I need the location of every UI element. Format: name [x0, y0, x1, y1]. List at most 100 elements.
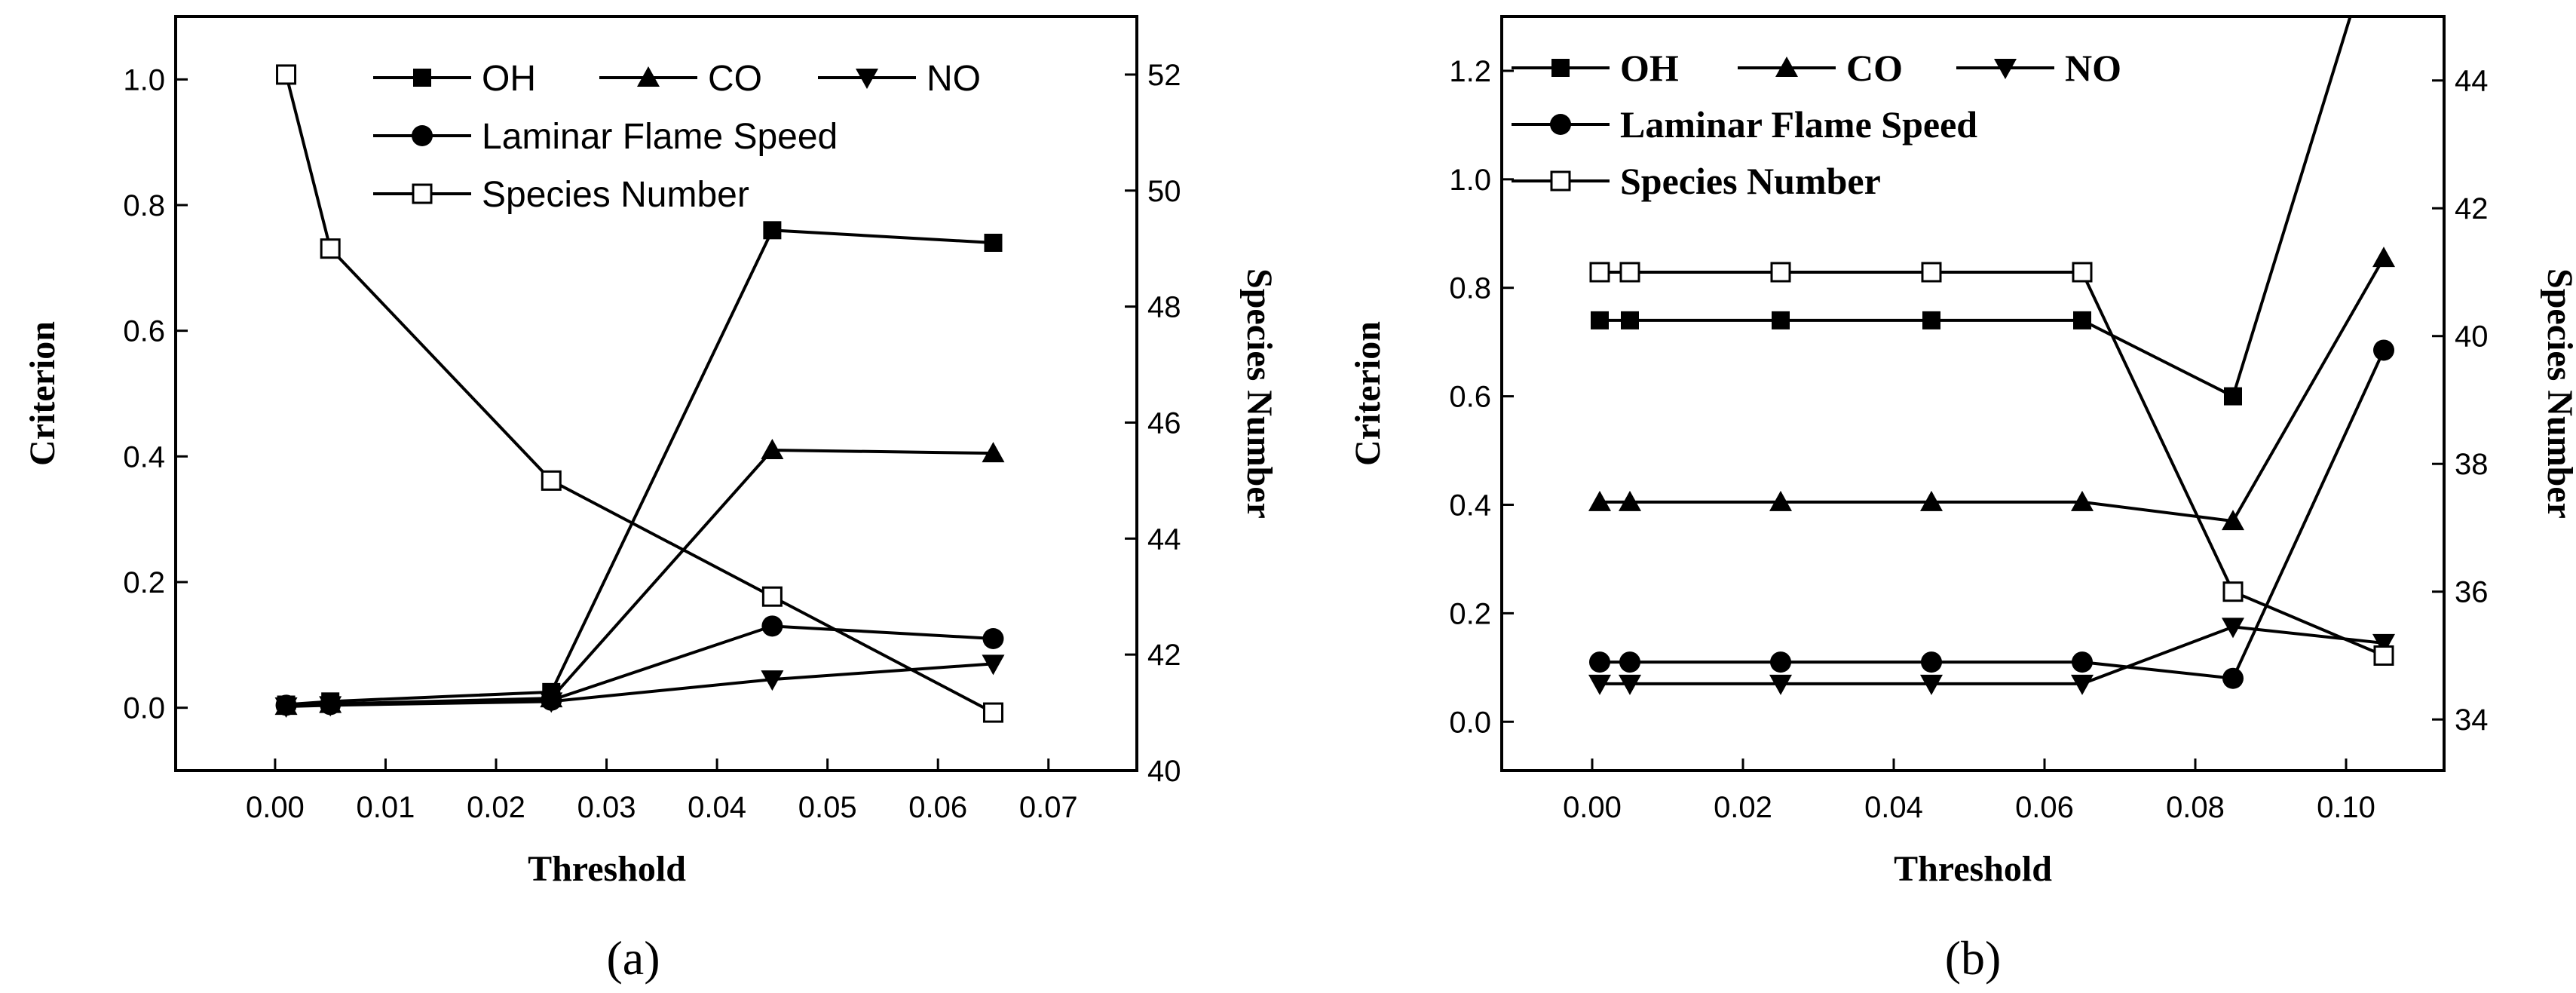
- plot-frame-a: [174, 15, 1138, 772]
- y2-tick-label: 52: [1147, 59, 1181, 92]
- data-point-species-number: [2072, 262, 2093, 283]
- legend-label-co: CO: [708, 59, 762, 99]
- y-tick-label: 1.0: [123, 63, 165, 97]
- data-point-oh: [1591, 311, 1609, 329]
- y2-tick-label: 44: [2455, 65, 2489, 98]
- x-tick-label: 0.02: [467, 791, 525, 824]
- data-point-species-number: [1589, 262, 1610, 283]
- y-axis-label-a: Criterion: [23, 321, 63, 466]
- y-tick-label: 1.2: [1449, 55, 1491, 88]
- x-tick-label: 0.07: [1019, 791, 1078, 824]
- legend-a: OH CO NO Laminar Flame Speed Species Number: [373, 59, 981, 215]
- y-tick-label: 0.0: [123, 692, 165, 725]
- data-point-laminar-flame-speed: [320, 694, 342, 716]
- data-point-co: [1619, 490, 1641, 511]
- data-point-no: [1920, 674, 1943, 695]
- legend-b: OH CO NO Laminar Flame Speed Species Number: [1512, 47, 2121, 202]
- x-tick-label: 0.08: [2166, 791, 2225, 824]
- y2-tick-label: 36: [2455, 576, 2489, 609]
- y-axis-label-b: Criterion: [1348, 321, 1388, 466]
- data-point-oh: [984, 234, 1003, 252]
- legend-marker-no: [856, 69, 878, 89]
- legend-label-no: NO: [927, 59, 981, 99]
- y2-axis-label-b: Species Number: [2540, 268, 2576, 519]
- legend-label-species-number: Species Number: [1620, 160, 1881, 202]
- x-axis-label-b: Threshold: [1894, 849, 2052, 889]
- plot-frame-b: [1500, 15, 2446, 772]
- x-tick-label: 0.00: [246, 791, 305, 824]
- y2-tick-label: 44: [1147, 523, 1181, 556]
- x-tick-label: 0.02: [1714, 791, 1772, 824]
- legend-label-laminar-flame-speed: Laminar Flame Speed: [1620, 103, 1977, 146]
- data-point-species-number: [320, 238, 341, 259]
- data-point-laminar-flame-speed: [2373, 339, 2394, 361]
- y-tick-label: 0.0: [1449, 706, 1491, 739]
- data-point-no: [761, 670, 784, 691]
- data-point-co: [761, 439, 784, 459]
- x-tick-label: 0.06: [908, 791, 967, 824]
- x-tick-label: 0.00: [1563, 791, 1622, 824]
- legend-label-co: CO: [1846, 47, 1903, 89]
- caption-b: (b): [1945, 931, 2002, 985]
- y-tick-label: 0.8: [1449, 272, 1491, 305]
- data-point-no: [2222, 618, 2244, 639]
- data-point-species-number: [276, 64, 297, 85]
- data-point-oh: [1922, 311, 1940, 329]
- legend-label-oh: OH: [1620, 47, 1679, 89]
- y2-tick-label: 48: [1147, 291, 1181, 324]
- legend-label-oh: OH: [482, 59, 536, 99]
- y-tick-label: 0.4: [123, 440, 165, 474]
- y-tick-label: 0.2: [123, 566, 165, 599]
- data-point-co: [1588, 490, 1611, 511]
- y-tick-label: 0.4: [1449, 489, 1491, 522]
- data-point-co: [1769, 490, 1792, 511]
- y-tick-label: 0.8: [123, 189, 165, 222]
- y2-tick-label: 42: [1147, 639, 1181, 672]
- x-tick-label: 0.10: [2317, 791, 2375, 824]
- legend-label-species-number: Species Number: [482, 175, 749, 215]
- y2-tick-label: 42: [2455, 192, 2489, 225]
- data-point-co: [2222, 510, 2244, 531]
- legend-marker-species-number: [1550, 170, 1571, 192]
- caption-a: (a): [606, 931, 660, 985]
- data-point-laminar-flame-speed: [541, 689, 562, 711]
- data-point-no: [1588, 674, 1611, 695]
- data-point-oh: [2073, 311, 2091, 329]
- data-point-species-number: [1770, 262, 1791, 283]
- data-point-co: [2071, 490, 2094, 511]
- x-tick-label: 0.04: [688, 791, 746, 824]
- data-point-species-number: [2373, 645, 2394, 666]
- legend-marker-oh: [413, 69, 431, 87]
- y2-tick-label: 40: [1147, 755, 1181, 788]
- data-point-no: [1619, 674, 1641, 695]
- chart-panel-a: 0.00 0.01 0.02 0.03 0.04 0.05 0.06 0.07 0.0 0.2 0.…: [23, 15, 1279, 985]
- y-tick-label: 0.6: [123, 315, 165, 348]
- legend-marker-co: [637, 66, 660, 87]
- x-tick-label: 0.06: [2015, 791, 2074, 824]
- data-point-laminar-flame-speed: [2222, 667, 2244, 689]
- legend-marker-oh: [1551, 59, 1570, 77]
- data-point-no: [2071, 674, 2094, 695]
- chart-panel-b: 0.00 0.02 0.04 0.06 0.08 0.10 0.0 0.2 0.4 0.6 0.8 1…: [1348, 15, 2576, 985]
- y2-tick-label: 40: [2455, 320, 2489, 354]
- data-point-species-number: [541, 470, 562, 491]
- data-point-species-number: [1921, 262, 1942, 283]
- data-point-no: [2372, 633, 2395, 654]
- data-point-laminar-flame-speed: [1770, 651, 1791, 673]
- legend-marker-co: [1775, 57, 1798, 77]
- data-point-co: [2372, 247, 2395, 268]
- y2-tick-label: 38: [2455, 448, 2489, 481]
- y2-axis-label-a: Species Number: [1239, 268, 1279, 519]
- data-point-co: [1920, 490, 1943, 511]
- data-point-oh: [1772, 311, 1790, 329]
- data-point-no: [982, 654, 1005, 676]
- data-point-laminar-flame-speed: [2072, 651, 2093, 673]
- data-point-species-number: [1619, 262, 1640, 283]
- data-point-co: [982, 442, 1005, 463]
- y-tick-label: 0.6: [1449, 381, 1491, 414]
- y-tick-label: 1.0: [1449, 164, 1491, 197]
- x-tick-label: 0.03: [577, 791, 636, 824]
- data-point-species-number: [2222, 581, 2244, 602]
- legend-marker-laminar-flame-speed: [1550, 114, 1571, 135]
